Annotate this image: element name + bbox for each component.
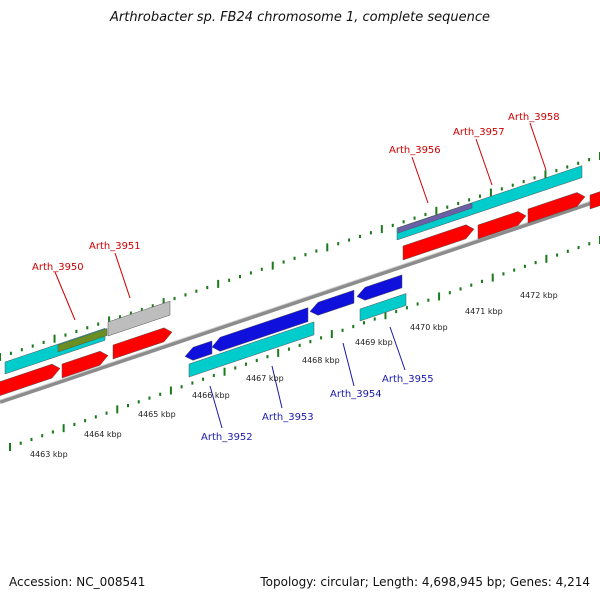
kbp-label-4469: 4469 kbp bbox=[355, 338, 393, 347]
kbp-labels: 4463 kbp 4464 kbp 4465 kbp 4466 kbp 4467… bbox=[30, 291, 558, 459]
kbp-label-4468: 4468 kbp bbox=[302, 356, 340, 365]
kbp-label-4467: 4467 kbp bbox=[246, 374, 284, 383]
leader-arth-3951 bbox=[114, 252, 131, 299]
backbone-main bbox=[0, 198, 600, 404]
topology-summary: Topology: circular; Length: 4,698,945 bp… bbox=[260, 575, 590, 589]
gene-features bbox=[0, 165, 600, 396]
kbp-label-4466: 4466 kbp bbox=[192, 391, 230, 400]
kbp-label-4472: 4472 kbp bbox=[520, 291, 558, 300]
gene-blue-1 bbox=[184, 340, 213, 361]
gene-cyan-mid bbox=[188, 321, 315, 378]
gene-red-right-4 bbox=[589, 191, 600, 210]
gene-olive-left bbox=[57, 328, 108, 353]
gene-label-arth-3953: Arth_3953 bbox=[262, 412, 314, 423]
gene-red-left-1 bbox=[0, 363, 61, 396]
backbones bbox=[0, 197, 600, 404]
gene-label-arth-3957: Arth_3957 bbox=[453, 127, 505, 138]
gene-label-arth-3951: Arth_3951 bbox=[89, 241, 141, 252]
gene-red-right-3 bbox=[527, 192, 586, 224]
label-leaders bbox=[54, 122, 547, 429]
gene-label-arth-3950: Arth_3950 bbox=[32, 262, 84, 273]
kbp-label-4465: 4465 kbp bbox=[138, 410, 176, 419]
accession-text: Accession: NC_008541 bbox=[9, 575, 146, 589]
gene-cyan-right bbox=[396, 165, 583, 241]
kbp-label-4464: 4464 kbp bbox=[84, 430, 122, 439]
leader-arth-3952 bbox=[209, 385, 223, 429]
gene-cyan-mid-2 bbox=[359, 293, 407, 322]
gene-blue-2 bbox=[211, 307, 309, 352]
gene-label-arth-3956: Arth_3956 bbox=[389, 145, 441, 156]
gene-red-right-2 bbox=[477, 211, 527, 240]
map-title: Arthrobacter sp. FB24 chromosome 1, comp… bbox=[109, 10, 491, 25]
gene-label-arth-3952: Arth_3952 bbox=[201, 432, 253, 443]
leader-arth-3954 bbox=[342, 342, 355, 387]
gene-label-arth-3955: Arth_3955 bbox=[382, 374, 434, 385]
leader-arth-3958 bbox=[529, 122, 547, 171]
leader-arth-3950 bbox=[54, 271, 76, 321]
gene-red-left-2 bbox=[61, 350, 109, 379]
gene-label-arth-3958: Arth_3958 bbox=[508, 112, 560, 123]
kbp-label-4463: 4463 kbp bbox=[30, 450, 68, 459]
gene-label-arth-3954: Arth_3954 bbox=[330, 389, 382, 400]
gene-red-right-1 bbox=[402, 224, 475, 261]
leader-arth-3955 bbox=[389, 326, 406, 371]
leader-arth-3956 bbox=[411, 156, 429, 204]
gene-blue-3 bbox=[309, 289, 355, 316]
leader-arth-3953 bbox=[271, 365, 283, 409]
gene-blue-4 bbox=[356, 274, 403, 301]
gene-purple-right bbox=[397, 202, 473, 234]
gene-gray-left bbox=[107, 300, 171, 337]
leader-arth-3957 bbox=[475, 138, 493, 186]
kbp-label-4471: 4471 kbp bbox=[465, 307, 503, 316]
gene-labels: Arth_3950 Arth_3951 Arth_3956 Arth_3957 … bbox=[32, 112, 560, 443]
gene-red-left-3 bbox=[112, 327, 173, 360]
kbp-label-4470: 4470 kbp bbox=[410, 323, 448, 332]
